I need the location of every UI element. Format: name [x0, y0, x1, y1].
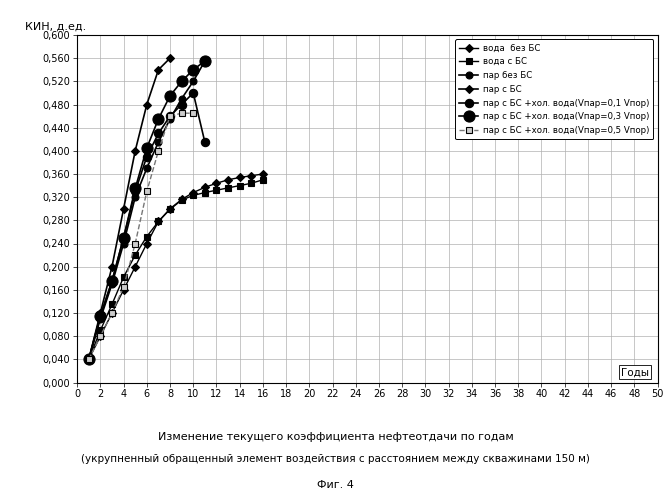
пар с БС +хол. вода(Vпар=0,1 Vпор) [178, 102, 186, 107]
пар с БС +хол. вода(Vпар=0,5 Vпор) [85, 356, 93, 362]
пар без БС [189, 78, 197, 84]
пар с БС +хол. вода(Vпар=0,5 Vпор) [108, 310, 116, 316]
пар с БС +хол. вода(Vпар=0,5 Vпор) [178, 110, 186, 116]
вода с БС [248, 180, 256, 186]
вода  без БС [248, 172, 256, 178]
пар с БС +хол. вода(Vпар=0,5 Vпор) [132, 240, 140, 246]
пар с БС +хол. вода(Vпар=0,3 Vпор) [166, 93, 174, 99]
пар с БС [85, 356, 93, 362]
пар без БС [166, 116, 174, 122]
Line: вода с БС: вода с БС [85, 176, 266, 363]
Line: пар без БС: пар без БС [85, 58, 208, 363]
Text: Изменение текущего коэффициента нефтеотдачи по годам: Изменение текущего коэффициента нефтеотд… [158, 432, 513, 442]
вода  без БС [213, 180, 221, 186]
пар с БС +хол. вода(Vпар=0,3 Vпор) [143, 145, 151, 151]
пар с БС +хол. вода(Vпар=0,5 Vпор) [154, 148, 162, 154]
пар с БС [154, 66, 162, 72]
вода  без БС [189, 190, 197, 196]
пар без БС [201, 58, 209, 64]
пар с БС [143, 102, 151, 107]
вода  без БС [201, 184, 209, 190]
пар с БС +хол. вода(Vпар=0,1 Vпор) [132, 188, 140, 194]
пар с БС +хол. вода(Vпар=0,1 Vпор) [166, 113, 174, 119]
пар с БС +хол. вода(Vпар=0,3 Vпор) [189, 66, 197, 72]
Text: (укрупненный обращенный элемент воздействия с расстоянием между скважинами 150 м: (укрупненный обращенный элемент воздейст… [81, 454, 590, 464]
пар без БС [132, 194, 140, 200]
вода с БС [154, 218, 162, 224]
вода с БС [108, 302, 116, 308]
пар с БС +хол. вода(Vпар=0,1 Vпор) [108, 278, 116, 284]
вода с БС [178, 197, 186, 203]
пар без БС [143, 165, 151, 171]
пар с БС +хол. вода(Vпар=0,1 Vпор) [97, 313, 105, 319]
вода  без БС [154, 218, 162, 224]
вода  без БС [85, 356, 93, 362]
пар без БС [85, 356, 93, 362]
вода  без БС [132, 264, 140, 270]
вода с БС [259, 177, 267, 183]
пар с БС [166, 55, 174, 61]
пар без БС [119, 240, 127, 246]
вода с БС [189, 192, 197, 198]
Line: вода  без БС: вода без БС [86, 171, 266, 362]
вода с БС [143, 234, 151, 239]
пар с БС +хол. вода(Vпар=0,5 Vпор) [97, 333, 105, 339]
пар с БС +хол. вода(Vпар=0,5 Vпор) [143, 188, 151, 194]
пар с БС +хол. вода(Vпар=0,1 Vпор) [154, 130, 162, 136]
вода с БС [166, 206, 174, 212]
вода  без БС [166, 206, 174, 212]
пар с БС +хол. вода(Vпар=0,3 Vпор) [108, 278, 116, 284]
пар с БС +хол. вода(Vпар=0,1 Vпор) [201, 139, 209, 145]
пар без БС [97, 316, 105, 322]
вода  без БС [259, 171, 267, 177]
вода  без БС [108, 310, 116, 316]
вода  без БС [236, 174, 244, 180]
вода  без БС [119, 287, 127, 293]
вода с БС [132, 252, 140, 258]
пар с БС [119, 206, 127, 212]
вода с БС [85, 356, 93, 362]
вода с БС [236, 182, 244, 188]
пар с БС +хол. вода(Vпар=0,5 Vпор) [119, 284, 127, 290]
вода с БС [97, 328, 105, 334]
пар с БС +хол. вода(Vпар=0,3 Vпор) [85, 356, 93, 362]
Legend: вода  без БС, вода с БС, пар без БС, пар с БС, пар с БС +хол. вода(Vпар=0,1 Vпор: вода без БС, вода с БС, пар без БС, пар … [455, 40, 654, 140]
Line: пар с БС: пар с БС [86, 56, 173, 362]
пар без БС [108, 281, 116, 287]
вода  без БС [97, 333, 105, 339]
Line: пар с БС +хол. вода(Vпар=0,1 Vпор): пар с БС +хол. вода(Vпар=0,1 Vпор) [85, 89, 209, 363]
вода с БС [224, 185, 232, 191]
вода  без БС [143, 240, 151, 246]
пар с БС +хол. вода(Vпар=0,1 Vпор) [143, 154, 151, 160]
пар с БС +хол. вода(Vпар=0,3 Vпор) [154, 116, 162, 122]
Text: Годы: Годы [621, 368, 649, 378]
пар с БС +хол. вода(Vпар=0,3 Vпор) [119, 234, 127, 240]
пар с БС +хол. вода(Vпар=0,5 Vпор) [189, 110, 197, 116]
пар с БС +хол. вода(Vпар=0,1 Vпор) [189, 90, 197, 96]
пар с БС +хол. вода(Vпар=0,1 Vпор) [85, 356, 93, 362]
пар с БС +хол. вода(Vпар=0,1 Vпор) [119, 234, 127, 240]
пар без БС [178, 96, 186, 102]
вода с БС [213, 187, 221, 193]
вода с БС [119, 274, 127, 280]
пар с БС +хол. вода(Vпар=0,3 Vпор) [178, 78, 186, 84]
вода с БС [201, 190, 209, 196]
пар с БС [132, 148, 140, 154]
пар с БС [108, 264, 116, 270]
вода  без БС [178, 196, 186, 202]
Text: КИН, д.ед.: КИН, д.ед. [25, 22, 86, 32]
пар с БС [97, 310, 105, 316]
пар без БС [154, 139, 162, 145]
вода  без БС [224, 177, 232, 183]
Line: пар с БС +хол. вода(Vпар=0,3 Vпор): пар с БС +хол. вода(Vпар=0,3 Vпор) [83, 56, 211, 365]
пар с БС +хол. вода(Vпар=0,3 Vпор) [97, 313, 105, 319]
пар с БС +хол. вода(Vпар=0,3 Vпор) [132, 186, 140, 192]
Line: пар с БС +хол. вода(Vпар=0,5 Vпор): пар с БС +хол. вода(Vпар=0,5 Vпор) [85, 110, 197, 363]
пар с БС +хол. вода(Vпар=0,5 Vпор) [166, 113, 174, 119]
пар с БС +хол. вода(Vпар=0,3 Vпор) [201, 58, 209, 64]
Text: Фиг. 4: Фиг. 4 [317, 480, 354, 490]
